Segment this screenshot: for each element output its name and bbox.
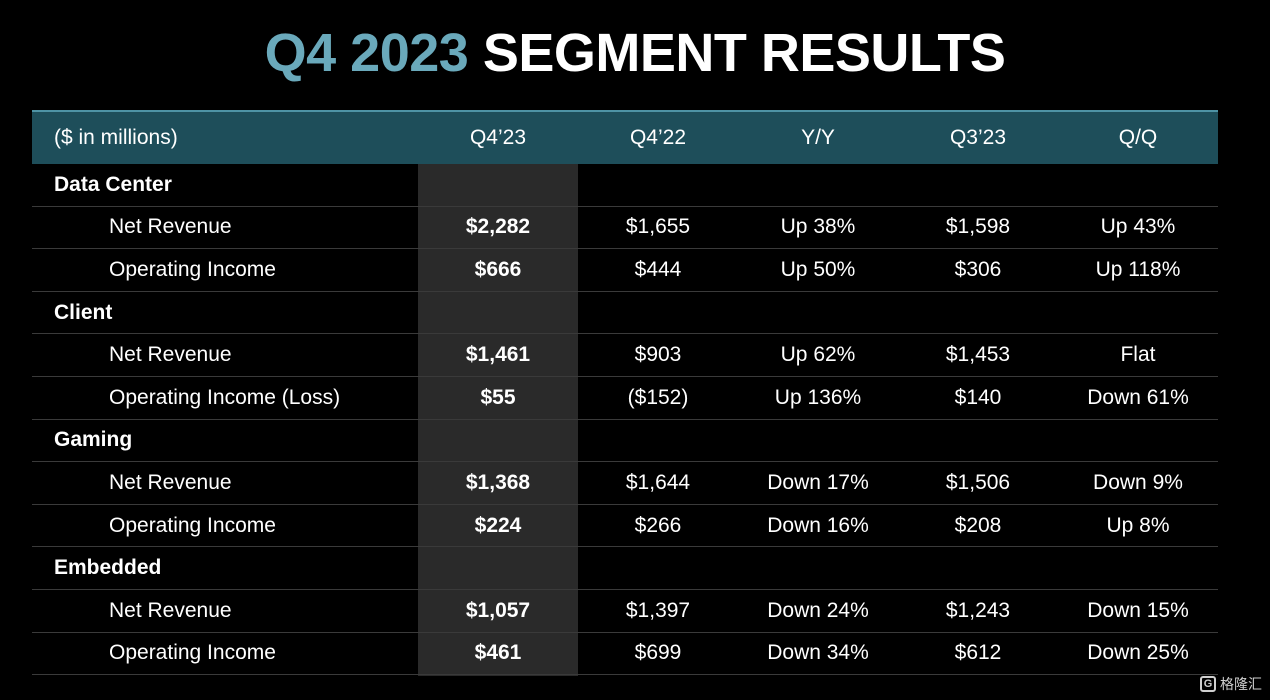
table-row: Operating Income $461 $699 Down 34% $612 Down… xyxy=(32,633,1218,676)
table-cell: $612 xyxy=(954,641,1002,665)
current-quarter-highlight xyxy=(418,164,578,676)
table-row: Operating Income $224 $266 Down 16% $208 Up 8… xyxy=(32,505,1218,548)
row-label: Operating Income xyxy=(109,513,276,537)
table-header: ($ in millions) Q4’23 Q4’22 Y/Y Q3’23 Q/… xyxy=(32,110,1218,164)
row-label: Net Revenue xyxy=(109,215,232,239)
section-label: Client xyxy=(54,300,113,324)
row-label: Net Revenue xyxy=(109,470,232,494)
row-label: Operating Income xyxy=(109,257,276,281)
row-label: Net Revenue xyxy=(109,343,232,367)
watermark-text: 格隆汇 xyxy=(1220,676,1262,692)
table-cell: Up 118% xyxy=(1095,257,1181,281)
header-col-yy: Y/Y xyxy=(801,126,835,149)
table-row: Operating Income $666 $444 Up 50% $306 Up 118… xyxy=(32,249,1218,292)
table-cell: $1,453 xyxy=(945,343,1011,367)
header-col-q4-22: Q4’22 xyxy=(629,126,687,149)
table-cell: $266 xyxy=(634,513,682,537)
section-row: Gaming xyxy=(32,420,1218,463)
table-cell: $1,243 xyxy=(945,598,1011,622)
table-cell: $444 xyxy=(634,257,682,281)
table-row: Operating Income (Loss) $55 ($152) Up 136% $… xyxy=(32,377,1218,420)
table-cell: $1,397 xyxy=(625,598,691,622)
section-label: Embedded xyxy=(54,556,162,580)
table-cell: $1,598 xyxy=(945,215,1011,239)
table-cell: $699 xyxy=(634,641,682,665)
table-cell: ($152) xyxy=(627,385,689,409)
table-cell: $224 xyxy=(474,513,522,537)
table-row: Net Revenue $1,057 $1,397 Down 24% $1,243 Dow… xyxy=(32,590,1218,633)
table-cell: Up 8% xyxy=(1106,513,1170,537)
table-cell: Down 61% xyxy=(1087,385,1189,409)
table-cell: $306 xyxy=(954,257,1002,281)
table-cell: Down 24% xyxy=(767,598,869,622)
table-cell: Down 16% xyxy=(767,513,869,537)
table-row: Net Revenue $2,282 $1,655 Up 38% $1,598 Up 43… xyxy=(32,207,1218,250)
slide-title: Q4 2023 SEGMENT RESULTS xyxy=(0,22,1270,84)
table-cell: Up 136% xyxy=(774,385,862,409)
table-cell: Flat xyxy=(1120,343,1156,367)
table-cell: $1,461 xyxy=(465,343,531,367)
section-row: Client xyxy=(32,292,1218,335)
table-cell: Up 38% xyxy=(780,215,856,239)
title-accent: Q4 2023 xyxy=(264,23,469,83)
title-main: SEGMENT RESULTS xyxy=(482,23,1006,83)
section-label: Gaming xyxy=(54,428,133,452)
table-cell: $461 xyxy=(474,641,522,665)
header-label: ($ in millions) xyxy=(54,126,178,149)
header-col-qq: Q/Q xyxy=(1118,126,1158,149)
table-cell: $1,057 xyxy=(465,598,531,622)
section-row: Data Center xyxy=(32,164,1218,207)
section-label: Data Center xyxy=(54,172,172,196)
table-cell: $208 xyxy=(954,513,1002,537)
section-row: Embedded xyxy=(32,547,1218,590)
table-cell: Down 17% xyxy=(767,470,869,494)
table-cell: Down 15% xyxy=(1087,598,1189,622)
row-label: Operating Income (Loss) xyxy=(109,385,341,409)
table-cell: $1,655 xyxy=(625,215,691,239)
table-row: Net Revenue $1,368 $1,644 Down 17% $1,506 Dow… xyxy=(32,462,1218,505)
table-cell: Down 9% xyxy=(1093,470,1183,494)
table-cell: $1,506 xyxy=(945,470,1011,494)
table-cell: Down 25% xyxy=(1087,641,1189,665)
segment-results-table: ($ in millions) Q4’23 Q4’22 Y/Y Q3’23 Q/… xyxy=(32,110,1218,676)
table-cell: $666 xyxy=(474,257,522,281)
table-cell: $140 xyxy=(954,385,1002,409)
table-cell: $903 xyxy=(634,343,682,367)
table-row: Net Revenue $1,461 $903 Up 62% $1,453 Flat xyxy=(32,334,1218,377)
table-cell: Up 43% xyxy=(1100,215,1176,239)
header-col-q3-23: Q3’23 xyxy=(949,126,1007,149)
watermark-logo-icon: G xyxy=(1200,676,1216,692)
watermark: G 格隆汇 xyxy=(1200,674,1262,694)
table-cell: $2,282 xyxy=(465,215,531,239)
table-body: Data Center Net Revenue $2,282 $1,655 Up 38%… xyxy=(32,164,1218,676)
table-cell: Up 62% xyxy=(780,343,856,367)
table-cell: $1,644 xyxy=(625,470,691,494)
table-cell: Up 50% xyxy=(780,257,856,281)
table-cell: $55 xyxy=(480,385,516,409)
header-col-q4-23: Q4’23 xyxy=(469,126,527,149)
row-label: Operating Income xyxy=(109,641,276,665)
table-cell: $1,368 xyxy=(465,470,531,494)
row-label: Net Revenue xyxy=(109,598,232,622)
table-cell: Down 34% xyxy=(767,641,869,665)
